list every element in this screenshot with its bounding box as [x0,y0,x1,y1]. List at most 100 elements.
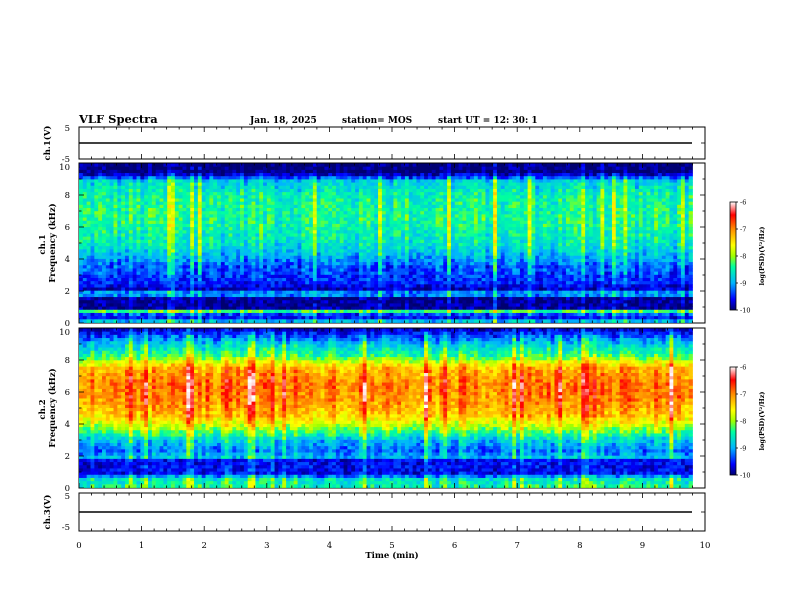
spectrogram-cell [542,239,548,244]
spectrogram-cell [619,214,624,218]
spectrogram-cell [155,211,160,215]
spectrogram-cell [266,182,272,187]
spectrogram-cell [416,195,421,199]
spectrogram-cell [94,166,99,171]
spectrogram-cell [412,230,417,234]
spectrogram-cell [320,239,325,244]
spectrogram-cell [194,179,199,183]
spectrogram-cell [159,217,164,222]
spectrogram-cell [305,211,310,215]
spectrogram-cell [293,182,298,187]
spectrogram-cell [98,227,103,231]
spectrogram-cell [638,243,644,247]
spectrogram-cell [504,179,509,183]
spectrogram-cell [615,252,621,257]
spectrogram-cell [263,233,268,238]
spectrogram-cell [148,214,153,218]
spectrogram-cell [427,182,433,187]
spectrogram-cell [669,220,674,225]
spectrogram-cell [125,166,130,171]
spectrogram-cell [243,217,249,222]
spectrogram-cell [335,236,341,241]
spectrogram-cell [136,182,141,187]
spectrogram-cell [458,173,463,177]
spectrogram-cell [113,230,118,234]
spectrogram-cell [447,217,452,222]
spectrogram-cell [539,204,544,209]
spectrogram-cell [412,166,417,171]
spectrogram-cell [86,163,91,168]
spectrogram-cell [500,236,505,241]
spectrogram-cell [151,201,157,206]
spectrogram-cell [600,246,605,250]
spectrogram-cell [378,217,383,222]
spectrogram-cell [500,166,505,171]
spectrogram-cell [282,236,287,241]
spectrogram-cell [615,182,621,187]
spectrogram-cell [397,211,402,215]
spectrogram-cell [105,223,111,228]
spectrogram-cell [243,227,249,231]
spectrogram-cell [661,246,667,250]
spectrogram-cell [374,182,379,187]
spectrogram-cell [585,192,590,196]
spectrogram-cell [213,214,218,218]
spectrogram-cell [554,208,559,212]
spectrogram-cell [508,214,513,218]
spectrogram-cell [504,217,509,222]
spectrogram-cell [228,223,233,228]
spectrogram-cell [209,201,214,206]
spectrogram-cell [236,239,241,244]
spectrogram-cell [320,192,325,196]
spectrogram-cell [335,249,341,253]
spectrogram-cell [634,198,640,203]
spectrogram-cell [385,166,390,171]
spectrogram-cell [424,223,429,228]
spectrogram-cell [163,208,168,212]
spectrogram-cell [577,188,582,193]
spectrogram-cell [608,201,613,206]
spectrogram-cell [600,249,605,253]
spectrogram-cell [125,236,130,241]
spectrogram-cell [174,246,180,250]
spectrogram-cell [182,204,187,209]
spectrogram-cell [228,163,233,168]
spectrogram-cell [155,204,160,209]
spectrogram-cell [646,246,651,250]
spectrogram-cell [554,214,559,218]
spectrogram-cell [136,246,141,250]
spectrogram-cell [197,198,203,203]
spectrogram-cell [650,214,655,218]
spectrogram-cell [140,192,145,196]
spectrogram-cell [236,201,241,206]
spectrogram-cell [82,230,88,234]
spectrogram-cell [569,230,575,234]
spectrogram-cell [458,204,463,209]
spectrogram-cell [450,195,456,199]
spectrogram-cell [105,185,111,190]
spectrogram-cell [565,211,571,215]
spectrogram-cell [642,169,647,174]
spectrogram-cell [500,176,505,180]
spectrogram-cell [301,208,306,212]
spectrogram-cell [600,233,605,238]
spectrogram-cell [412,208,417,212]
spectrogram-cell [297,208,302,212]
spectrogram-cell [615,239,621,244]
spectrogram-cell [297,211,302,215]
spectrogram-cell [424,239,429,244]
spectrogram-cell [657,249,663,253]
spectrogram-cell [485,211,490,215]
spectrogram-cell [539,243,544,247]
spectrogram-cell [232,192,237,196]
spectrogram-cell [324,211,329,215]
spectrogram-cell [335,176,341,180]
spectrogram-cell [588,163,594,168]
spectrogram-cell [677,166,682,171]
spectrogram-cell [627,204,632,209]
spectrogram-cell [197,246,203,250]
spectrogram-cell [397,185,402,190]
spectrogram-cell [420,246,425,250]
spectrogram-cell [328,201,333,206]
spectrogram-cell [588,211,594,215]
